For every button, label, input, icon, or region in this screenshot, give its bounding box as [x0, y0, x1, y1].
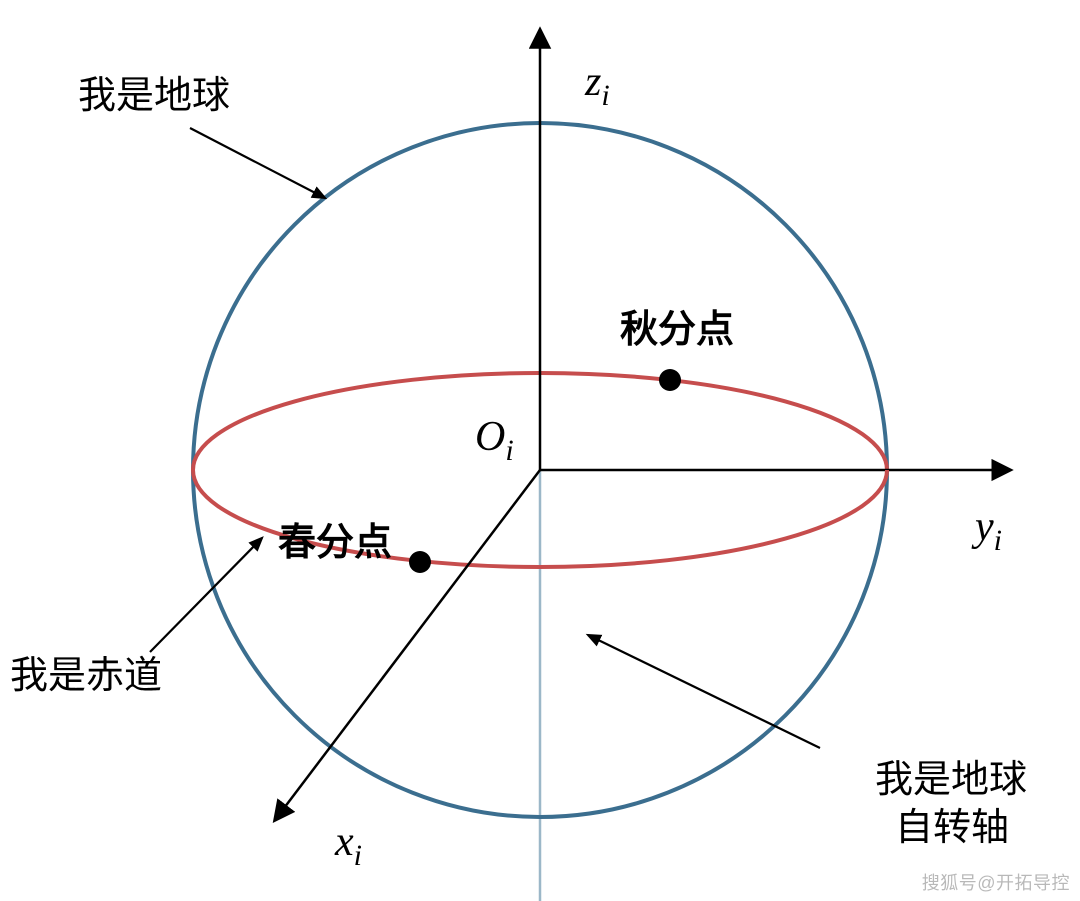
equator-annot-arrow	[150, 538, 262, 652]
x-axis-label: xi	[334, 819, 362, 872]
y-axis-label: yi	[971, 504, 1002, 557]
rotation-axis-annot-label-l1: 我是地球	[875, 759, 1027, 801]
z-axis-label: zi	[584, 59, 610, 112]
watermark: 搜狐号@开拓导控	[922, 869, 1070, 895]
earth-annot-arrow	[190, 128, 325, 198]
earth-annot-label: 我是地球	[78, 75, 230, 117]
origin-label: Oi	[475, 414, 514, 467]
autumn-equinox-label: 秋分点	[620, 309, 734, 351]
autumn-equinox-point	[659, 369, 681, 391]
vernal-equinox-label: 春分点	[278, 522, 392, 564]
equator-annot-label: 我是赤道	[10, 655, 162, 697]
vernal-equinox-point	[409, 551, 431, 573]
rotation-axis-annot-arrow	[588, 635, 820, 748]
rotation-axis-annot-label-l2: 自转轴	[895, 807, 1009, 849]
